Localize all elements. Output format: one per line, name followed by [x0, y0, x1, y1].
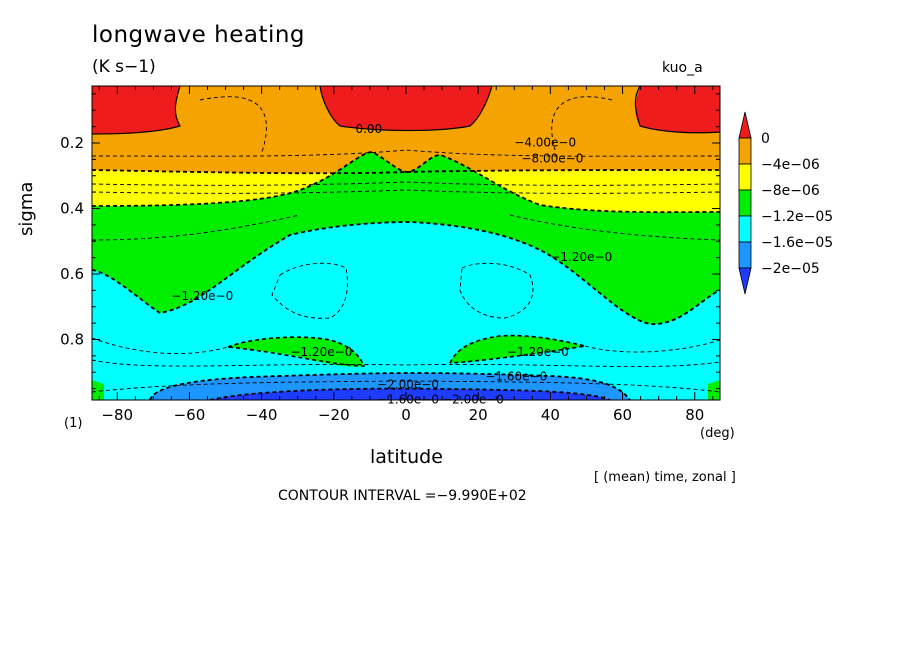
- colorbar-segment-yellow: [738, 163, 752, 191]
- contour-patch-south: [227, 336, 366, 367]
- colorbar-label: −4e−06: [761, 157, 820, 173]
- thin-contour-2: [551, 96, 613, 151]
- thin-contour-8: [92, 337, 229, 355]
- red-equatorial: [320, 86, 492, 131]
- colorbar-segment-cyan: [738, 215, 752, 243]
- x-axis-label: latitude: [370, 446, 443, 468]
- contour-minus4e6: [92, 169, 720, 175]
- x-tick-label: 60: [613, 406, 632, 424]
- run-name-label: kuo_a: [662, 60, 703, 76]
- contour-minus8e6: [92, 151, 720, 214]
- colorbar-label: −1.6e−05: [761, 235, 833, 251]
- colorbar-label: 0: [761, 131, 770, 147]
- contour-label: −4.00e−0: [514, 135, 576, 149]
- thin-contour-4: [92, 181, 720, 186]
- x-tick-label: −80: [101, 406, 133, 424]
- x-tick-label: 20: [469, 406, 488, 424]
- filled-contours: [92, 86, 720, 400]
- colorbar-segment-lightblue: [738, 241, 752, 269]
- y-tick-label: 0.2: [60, 134, 84, 152]
- thin-contour-11: [92, 380, 720, 393]
- averaging-note: [ (mean) time, zonal ]: [594, 470, 736, 485]
- red-polar-south: [92, 86, 180, 134]
- thin-contour-loop-north: [459, 262, 534, 319]
- contour-label: −1.20e−0: [550, 250, 612, 264]
- x-tick-label: 80: [685, 406, 704, 424]
- colorbar-top-arrow: [738, 111, 752, 139]
- contour-label: −1.60e−0: [377, 392, 439, 406]
- green-corner-south: [92, 380, 104, 400]
- y-tick-label: 0.6: [60, 265, 84, 283]
- cyan-band: [92, 222, 720, 400]
- x-axis-unit: (deg): [700, 426, 735, 441]
- colorbar-label: −1.2e−05: [761, 209, 833, 225]
- contour-zero-south: [92, 86, 181, 135]
- x-tick-label: 0: [401, 406, 411, 424]
- y-tick-label: 0.8: [60, 331, 84, 349]
- x-tick-label: −40: [246, 406, 278, 424]
- colorbar-segment-orange: [738, 137, 752, 165]
- red-polar-north: [635, 86, 720, 133]
- green-patch-south: [228, 337, 364, 367]
- thin-contour-1: [199, 96, 267, 153]
- chart-units: (K s−1): [92, 57, 156, 77]
- colorbar-segment-green: [738, 189, 752, 217]
- x-tick-label: −60: [174, 406, 206, 424]
- contour-label: −8.00e−0: [521, 152, 583, 166]
- contour-zero-north: [634, 86, 720, 134]
- colorbar-label: −8e−06: [761, 183, 820, 199]
- thin-contour-9: [584, 339, 720, 353]
- contour-patch-north: [449, 334, 586, 364]
- contour-label: −2.00e−0: [442, 392, 504, 406]
- thin-contour-3: [92, 149, 720, 157]
- blue-band: [210, 388, 610, 400]
- thin-contour-6: [92, 214, 301, 241]
- x-tick-label: 40: [541, 406, 560, 424]
- contour-label: −1.20e−0: [291, 345, 353, 359]
- contour-label: −1.60e−0: [485, 369, 547, 383]
- x-tick-label: −20: [318, 406, 350, 424]
- contour-interval-label: CONTOUR INTERVAL =−9.990E+02: [278, 488, 527, 504]
- colorbar-label: −2e−05: [761, 261, 820, 277]
- contour-label: −2.00e−0: [377, 378, 439, 392]
- contour-minus2e5: [209, 387, 611, 400]
- chart-title: longwave heating: [92, 22, 306, 48]
- contour-label: −1.20e−0: [171, 289, 233, 303]
- colorbar-bottom-arrow: [738, 267, 752, 295]
- green-patch-north: [450, 335, 585, 363]
- panel-number: (1): [64, 416, 83, 431]
- green-corner-north: [708, 380, 720, 400]
- contour-label: −1.20e−0: [507, 345, 569, 359]
- y-tick-label: 0.4: [60, 200, 84, 218]
- y-axis-label: sigma: [16, 181, 37, 236]
- thin-contour-loop-south: [271, 262, 348, 319]
- thin-contour-5: [92, 189, 720, 194]
- contour-zero-equator: [319, 86, 493, 132]
- contour-label: 0.00: [355, 122, 382, 136]
- contour-minus12e6: [92, 221, 720, 325]
